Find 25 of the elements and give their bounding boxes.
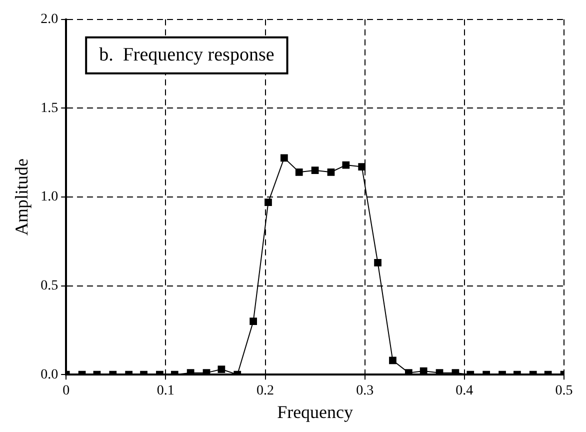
point	[374, 259, 382, 266]
x-axis-title: Frequency	[277, 402, 354, 422]
y-tick-label: 2.0	[40, 12, 58, 28]
y-tick-label: 1.5	[40, 100, 58, 116]
y-tick-label: 1.0	[40, 190, 58, 205]
x-tick-label: 0.1	[156, 384, 174, 399]
point	[327, 168, 335, 176]
point	[295, 168, 303, 176]
x-tick-label: 0.4	[456, 384, 474, 399]
point	[358, 163, 366, 170]
point	[342, 161, 350, 169]
point	[389, 356, 396, 364]
x-tick-label: 0.2	[256, 384, 274, 399]
point	[264, 198, 272, 206]
point	[218, 366, 226, 373]
point	[250, 318, 257, 325]
annotation: b. Frequency response	[99, 44, 274, 66]
y-tick-label: 0.0	[40, 367, 58, 382]
point	[311, 166, 319, 174]
y-tick-label: 0.5	[40, 278, 58, 294]
x-tick-label: 0.5	[555, 384, 573, 399]
x-tick-label: 0	[62, 384, 70, 399]
point	[280, 154, 288, 162]
x-tick-label: 0.3	[356, 384, 374, 399]
y-axis-title: Amplitude	[12, 158, 32, 236]
